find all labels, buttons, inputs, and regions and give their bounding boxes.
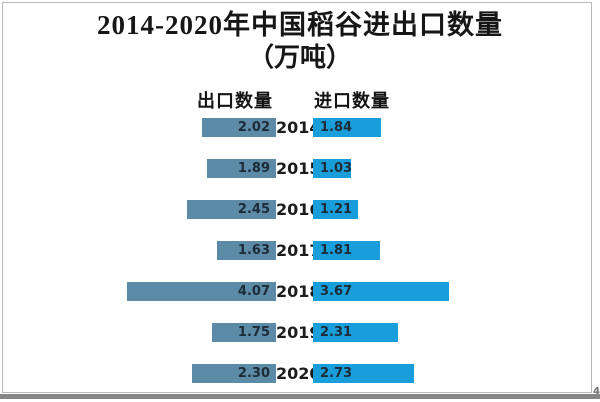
- import-bar: 1.81: [313, 241, 380, 260]
- export-bar: 1.89: [207, 159, 276, 178]
- year-label: 2020: [276, 364, 321, 383]
- import-bar: 2.73: [313, 364, 414, 383]
- export-value-label: 2.02: [237, 120, 270, 135]
- export-bar: 2.45: [186, 200, 276, 219]
- import-bar: 1.84: [313, 118, 382, 137]
- import-value-label: 3.67: [320, 284, 353, 299]
- import-value-label: 1.03: [320, 161, 353, 176]
- export-bar: 2.30: [192, 364, 276, 383]
- export-bar: 1.63: [216, 241, 276, 260]
- chart-title: 2014-2020年中国稻谷进出口数量 （万吨）: [0, 7, 600, 73]
- chart-title-line1: 2014-2020年中国稻谷进出口数量: [97, 10, 503, 40]
- year-label: 2019: [276, 323, 321, 342]
- export-value-label: 1.63: [237, 243, 270, 258]
- import-bar: 1.21: [313, 200, 358, 219]
- import-value-label: 1.84: [320, 120, 353, 135]
- export-value-label: 2.45: [237, 202, 270, 217]
- export-bar: 2.02: [202, 118, 276, 137]
- year-label: 2016: [276, 200, 321, 219]
- export-value-label: 1.75: [237, 325, 270, 340]
- bottom-shadow-band: [0, 394, 600, 399]
- chart-title-line2: （万吨）: [247, 43, 352, 72]
- year-label: 2014: [276, 118, 321, 137]
- year-label: 2018: [276, 282, 321, 301]
- legend-export-label: 出口数量: [197, 91, 273, 112]
- import-bar: 2.31: [313, 323, 399, 342]
- export-bar: 1.75: [212, 323, 276, 342]
- legend-import-label: 进口数量: [314, 91, 390, 112]
- year-label: 2015: [276, 159, 321, 178]
- export-value-label: 4.07: [237, 284, 270, 299]
- export-value-label: 2.30: [237, 366, 270, 381]
- corner-artifact: 4: [593, 386, 600, 397]
- export-bar: 4.07: [127, 282, 276, 301]
- export-value-label: 1.89: [237, 161, 270, 176]
- import-bar: 3.67: [313, 282, 449, 301]
- year-label: 2017: [276, 241, 321, 260]
- import-value-label: 1.21: [320, 202, 353, 217]
- import-value-label: 2.31: [320, 325, 353, 340]
- import-bar: 1.03: [313, 159, 353, 178]
- import-value-label: 1.81: [320, 243, 353, 258]
- chart-frame: [2, 2, 592, 393]
- import-value-label: 2.73: [320, 366, 353, 381]
